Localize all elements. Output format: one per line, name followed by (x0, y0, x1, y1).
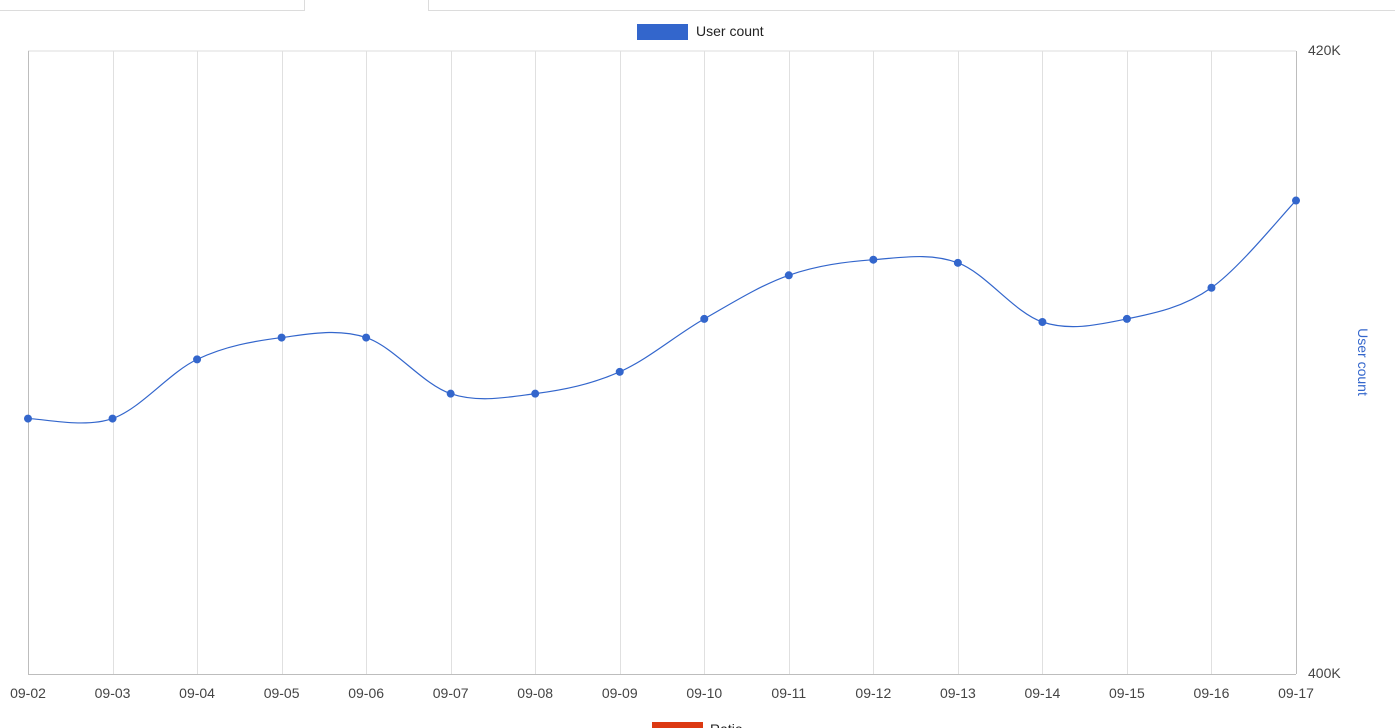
tab-strip (0, 0, 1395, 12)
legend[interactable]: User count Ratio (637, 23, 764, 728)
data-point-09-10 (700, 314, 709, 323)
x-tick-label: 09-10 (686, 685, 722, 701)
legend-swatch-ratio (652, 722, 703, 728)
data-point-09-08 (531, 389, 540, 398)
labels: 09-02 09-03 09-04 09-05 09-06 09-07 09-08 09-09… (10, 42, 1371, 701)
x-tick-label: 09-04 (179, 685, 215, 701)
tab-right[interactable] (428, 0, 1395, 11)
data-point-09-11 (784, 271, 793, 280)
tab-active[interactable] (305, 0, 428, 11)
data-point-09-17 (1292, 196, 1300, 205)
gridlines (28, 50, 1297, 674)
x-tick-label: 09-09 (602, 685, 638, 701)
data-point-09-15 (1122, 314, 1131, 323)
x-tick-label: 09-15 (1109, 685, 1145, 701)
data-point-09-12 (869, 255, 878, 264)
x-tick-label: 09-05 (264, 685, 300, 701)
x-tick-label: 09-17 (1278, 685, 1314, 701)
x-tick-label: 09-14 (1024, 685, 1060, 701)
legend-label-ratio: Ratio (710, 721, 743, 728)
x-tick-label: 09-02 (10, 685, 46, 701)
legend-entry-ratio: Ratio (652, 721, 743, 728)
series-line-user-count (27, 200, 1297, 424)
series-layer (24, 196, 1300, 424)
data-point-09-05 (277, 333, 286, 342)
data-point-09-02 (24, 414, 32, 423)
x-tick-label: 09-07 (433, 685, 469, 701)
x-tick-label: 09-08 (517, 685, 553, 701)
x-tick-label: 09-12 (855, 685, 891, 701)
data-point-09-14 (1038, 318, 1047, 327)
y-tick-label-bottom: 400K (1308, 665, 1341, 681)
data-point-09-16 (1207, 283, 1216, 292)
tab-left[interactable] (0, 0, 305, 11)
y-tick-label-top: 420K (1308, 42, 1341, 58)
x-tick-label: 09-16 (1194, 685, 1230, 701)
data-point-09-04 (193, 355, 202, 364)
legend-label-user-count: User count (696, 23, 764, 39)
legend-swatch-user-count (637, 24, 688, 40)
data-point-09-06 (362, 333, 371, 342)
y-axis-title: User count (1355, 328, 1371, 396)
data-point-09-07 (446, 389, 455, 398)
data-point-09-03 (108, 414, 117, 423)
data-point-09-09 (615, 367, 624, 376)
legend-entry-user-count: User count (637, 23, 764, 40)
x-tick-label: 09-11 (771, 685, 806, 701)
x-tick-label: 09-06 (348, 685, 384, 701)
data-point-09-13 (953, 258, 962, 267)
x-tick-label: 09-03 (95, 685, 131, 701)
x-tick-label: 09-13 (940, 685, 976, 701)
